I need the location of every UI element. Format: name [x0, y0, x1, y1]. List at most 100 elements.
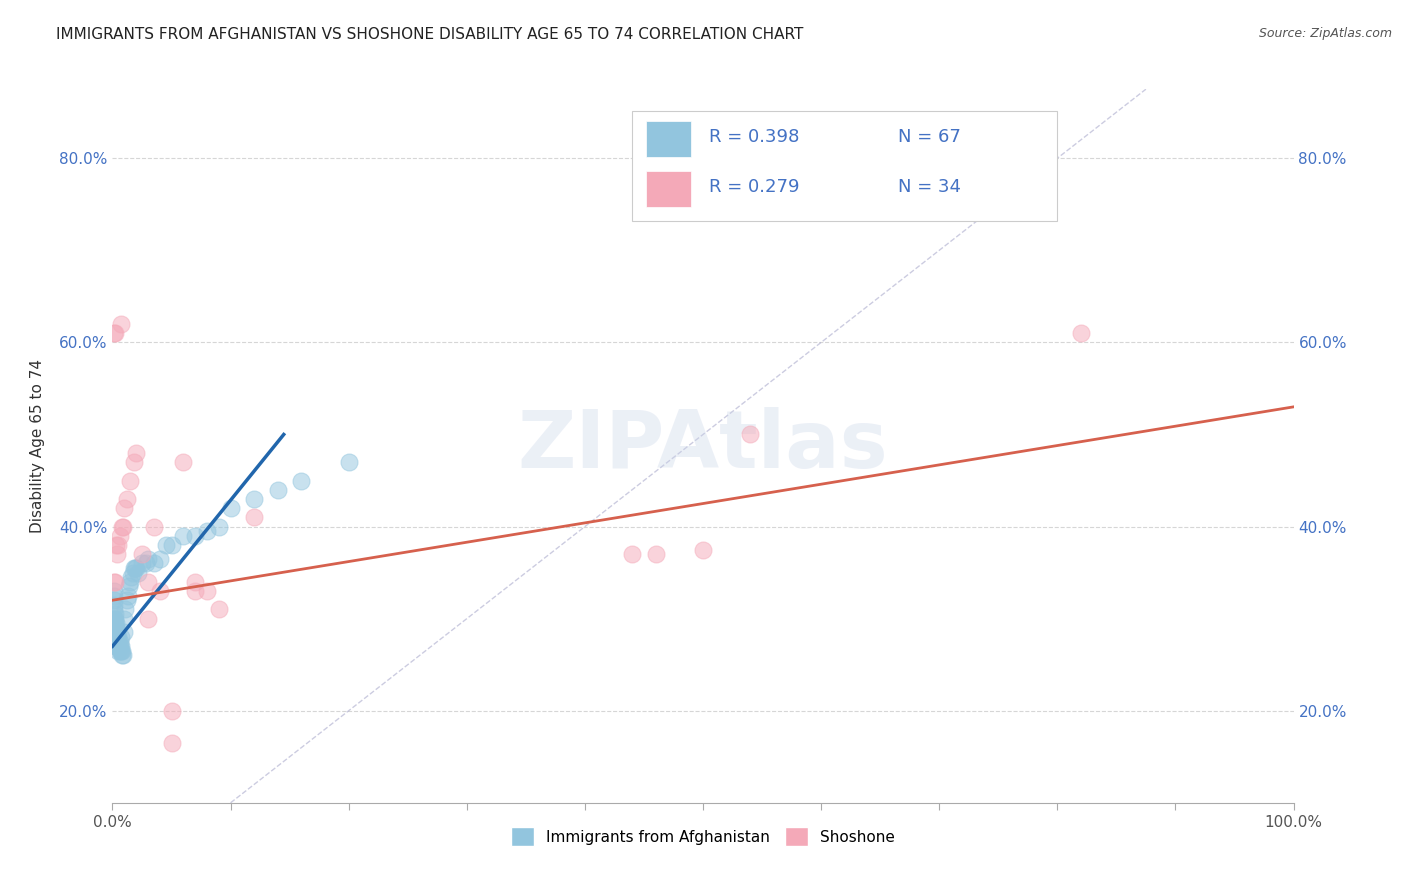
Immigrants from Afghanistan — [112, 612, 135, 626]
Shoshone — [105, 547, 128, 561]
Immigrants from Afghanistan — [114, 602, 136, 616]
Immigrants from Afghanistan — [124, 561, 146, 575]
Immigrants from Afghanistan — [135, 557, 157, 571]
Immigrants from Afghanistan — [104, 621, 127, 635]
Shoshone — [184, 584, 207, 599]
Immigrants from Afghanistan — [110, 644, 132, 658]
Shoshone — [621, 547, 644, 561]
Immigrants from Afghanistan — [131, 557, 153, 571]
Shoshone — [104, 574, 127, 589]
Immigrants from Afghanistan — [104, 607, 127, 621]
Shoshone — [115, 491, 138, 506]
Shoshone — [131, 547, 153, 561]
Immigrants from Afghanistan — [107, 644, 129, 658]
Immigrants from Afghanistan — [219, 501, 242, 516]
Immigrants from Afghanistan — [105, 625, 128, 640]
Text: IMMIGRANTS FROM AFGHANISTAN VS SHOSHONE DISABILITY AGE 65 TO 74 CORRELATION CHAR: IMMIGRANTS FROM AFGHANISTAN VS SHOSHONE … — [56, 27, 804, 42]
Text: R = 0.279: R = 0.279 — [709, 178, 800, 196]
Immigrants from Afghanistan — [118, 579, 141, 593]
Shoshone — [105, 538, 128, 552]
Immigrants from Afghanistan — [103, 593, 125, 607]
Immigrants from Afghanistan — [103, 612, 125, 626]
Immigrants from Afghanistan — [104, 630, 127, 644]
Immigrants from Afghanistan — [103, 598, 125, 612]
Immigrants from Afghanistan — [243, 491, 266, 506]
Immigrants from Afghanistan — [120, 570, 142, 584]
Shoshone — [120, 474, 142, 488]
Immigrants from Afghanistan — [103, 630, 125, 644]
Immigrants from Afghanistan — [108, 634, 131, 648]
Y-axis label: Disability Age 65 to 74: Disability Age 65 to 74 — [31, 359, 45, 533]
Shoshone — [740, 427, 762, 442]
Immigrants from Afghanistan — [125, 561, 148, 575]
Immigrants from Afghanistan — [105, 630, 128, 644]
Immigrants from Afghanistan — [107, 640, 129, 654]
Immigrants from Afghanistan — [105, 630, 128, 644]
Shoshone — [122, 455, 145, 469]
Immigrants from Afghanistan — [122, 561, 145, 575]
Legend: Immigrants from Afghanistan, Shoshone: Immigrants from Afghanistan, Shoshone — [505, 822, 901, 852]
Shoshone — [104, 326, 127, 341]
Shoshone — [692, 542, 714, 557]
FancyBboxPatch shape — [647, 121, 692, 157]
Shoshone — [160, 736, 183, 750]
Immigrants from Afghanistan — [160, 538, 183, 552]
Immigrants from Afghanistan — [184, 529, 207, 543]
Immigrants from Afghanistan — [104, 616, 127, 631]
Text: R = 0.398: R = 0.398 — [709, 128, 799, 146]
Text: N = 67: N = 67 — [898, 128, 960, 146]
Shoshone — [112, 501, 135, 516]
Immigrants from Afghanistan — [112, 625, 135, 640]
Immigrants from Afghanistan — [208, 519, 231, 533]
Shoshone — [108, 529, 131, 543]
Shoshone — [136, 612, 159, 626]
Immigrants from Afghanistan — [103, 584, 125, 599]
Shoshone — [125, 446, 148, 460]
Immigrants from Afghanistan — [105, 640, 128, 654]
Immigrants from Afghanistan — [155, 538, 177, 552]
Immigrants from Afghanistan — [103, 602, 125, 616]
Text: Source: ZipAtlas.com: Source: ZipAtlas.com — [1258, 27, 1392, 40]
Shoshone — [103, 574, 125, 589]
Immigrants from Afghanistan — [105, 634, 128, 648]
Immigrants from Afghanistan — [110, 640, 132, 654]
Immigrants from Afghanistan — [149, 551, 172, 566]
Immigrants from Afghanistan — [267, 483, 290, 497]
Immigrants from Afghanistan — [112, 648, 135, 663]
Immigrants from Afghanistan — [117, 589, 139, 603]
Shoshone — [172, 455, 194, 469]
FancyBboxPatch shape — [647, 171, 692, 207]
Immigrants from Afghanistan — [111, 648, 134, 663]
Shoshone — [160, 704, 183, 718]
Immigrants from Afghanistan — [172, 529, 194, 543]
Shoshone — [149, 584, 172, 599]
Immigrants from Afghanistan — [195, 524, 218, 538]
Shoshone — [1070, 326, 1092, 341]
Immigrants from Afghanistan — [107, 630, 129, 644]
Shoshone — [243, 510, 266, 524]
Shoshone — [112, 519, 135, 533]
Immigrants from Afghanistan — [110, 630, 132, 644]
Shoshone — [208, 602, 231, 616]
Shoshone — [195, 584, 218, 599]
Immigrants from Afghanistan — [142, 557, 165, 571]
Shoshone — [107, 538, 129, 552]
Shoshone — [644, 547, 666, 561]
Shoshone — [111, 519, 134, 533]
Immigrants from Afghanistan — [105, 616, 128, 631]
Immigrants from Afghanistan — [103, 589, 125, 603]
Text: ZIPAtlas: ZIPAtlas — [517, 407, 889, 485]
Immigrants from Afghanistan — [104, 640, 127, 654]
Immigrants from Afghanistan — [108, 640, 131, 654]
Shoshone — [103, 326, 125, 341]
Text: N = 34: N = 34 — [898, 178, 960, 196]
Immigrants from Afghanistan — [101, 612, 124, 626]
Immigrants from Afghanistan — [337, 455, 360, 469]
Immigrants from Afghanistan — [127, 566, 149, 580]
Immigrants from Afghanistan — [104, 612, 127, 626]
Immigrants from Afghanistan — [105, 634, 128, 648]
Immigrants from Afghanistan — [105, 625, 128, 640]
Immigrants from Afghanistan — [107, 634, 129, 648]
Shoshone — [184, 574, 207, 589]
Shoshone — [142, 519, 165, 533]
